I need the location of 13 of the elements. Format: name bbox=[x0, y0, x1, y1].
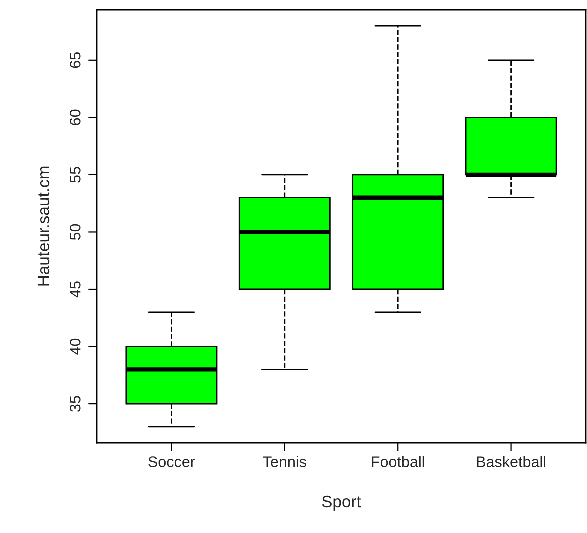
y-tick-label: 45 bbox=[70, 282, 81, 298]
x-tick-label: Tennis bbox=[263, 456, 306, 468]
y-tick-label: 40 bbox=[70, 338, 81, 355]
y-tick-label: 60 bbox=[70, 110, 81, 126]
x-tick-label: Football bbox=[372, 456, 424, 468]
y-axis-title: Hauteur.saut.cm bbox=[38, 166, 50, 286]
y-tick-label: 35 bbox=[70, 396, 81, 412]
y-tick-label: 55 bbox=[70, 167, 81, 183]
x-axis-title: Sport bbox=[322, 496, 362, 511]
y-tick-label: 50 bbox=[70, 224, 81, 240]
x-tick-label: Basketball bbox=[477, 456, 546, 468]
y-tick-label: 65 bbox=[70, 52, 81, 68]
x-tick-label: Soccer bbox=[148, 456, 196, 468]
